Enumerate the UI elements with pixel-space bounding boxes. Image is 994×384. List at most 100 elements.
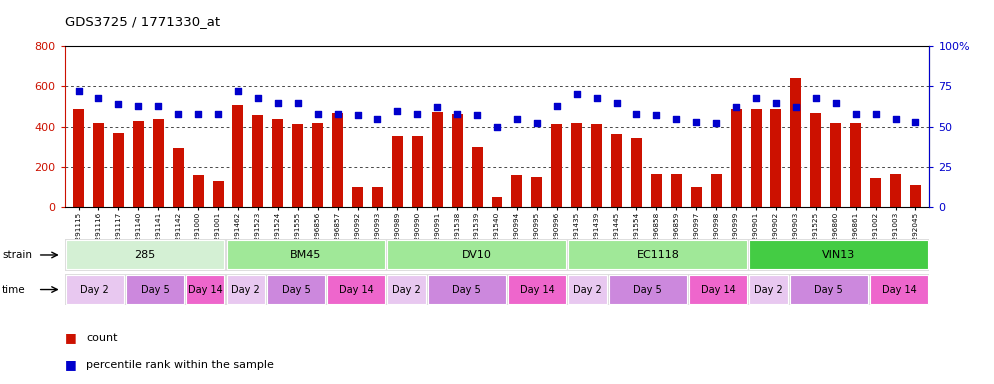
Point [608, 99, 624, 106]
Text: 285: 285 [134, 250, 156, 260]
Bar [312, 123, 323, 207]
Bar [631, 138, 642, 207]
Point [729, 104, 745, 111]
Bar [870, 178, 881, 207]
Point [370, 116, 386, 122]
Point [648, 113, 664, 119]
Point [429, 104, 445, 111]
Bar [810, 113, 821, 207]
Bar [66, 275, 124, 304]
Bar [372, 187, 383, 207]
Point [908, 119, 923, 125]
Bar [388, 275, 425, 304]
Text: count: count [86, 333, 118, 343]
Bar [451, 114, 462, 207]
Bar [611, 134, 622, 207]
Bar [790, 78, 801, 207]
Bar [651, 174, 662, 207]
Bar [890, 174, 901, 207]
Bar [227, 240, 386, 270]
Text: VIN13: VIN13 [822, 250, 856, 260]
Bar [770, 109, 781, 207]
Text: Day 2: Day 2 [574, 285, 602, 295]
Bar [608, 275, 687, 304]
Bar [327, 275, 386, 304]
Text: percentile rank within the sample: percentile rank within the sample [86, 360, 274, 370]
Bar [388, 240, 567, 270]
Point [170, 111, 186, 117]
Bar [213, 181, 224, 207]
Point [469, 113, 485, 119]
Bar [153, 119, 164, 207]
Bar [910, 185, 920, 207]
Bar [332, 113, 343, 207]
Point [130, 103, 146, 109]
Bar [508, 275, 567, 304]
Bar [427, 275, 506, 304]
Bar [572, 123, 582, 207]
Bar [552, 124, 563, 207]
Bar [193, 175, 204, 207]
Text: Day 5: Day 5 [281, 285, 310, 295]
Bar [532, 177, 543, 207]
Bar [186, 275, 225, 304]
Text: Day 14: Day 14 [701, 285, 736, 295]
Bar [850, 123, 861, 207]
Text: Day 5: Day 5 [814, 285, 843, 295]
Bar [66, 240, 225, 270]
Point [71, 88, 86, 94]
Point [390, 108, 406, 114]
Text: strain: strain [2, 250, 32, 260]
Text: Day 14: Day 14 [339, 285, 374, 295]
Text: Day 5: Day 5 [633, 285, 662, 295]
Point [190, 111, 206, 117]
Point [210, 111, 226, 117]
Text: Day 5: Day 5 [452, 285, 481, 295]
Bar [512, 175, 523, 207]
Bar [569, 275, 606, 304]
Point [808, 94, 824, 101]
Point [709, 121, 725, 127]
Text: Day 2: Day 2 [754, 285, 783, 295]
Point [249, 94, 265, 101]
Point [788, 104, 804, 111]
Text: Day 2: Day 2 [232, 285, 260, 295]
Point [230, 88, 246, 94]
Text: Day 14: Day 14 [520, 285, 555, 295]
Point [269, 99, 285, 106]
Bar [750, 109, 761, 207]
Point [410, 111, 425, 117]
Bar [731, 109, 742, 207]
Bar [392, 136, 403, 207]
Point [549, 103, 565, 109]
Bar [266, 275, 325, 304]
Bar [133, 121, 144, 207]
Point [330, 111, 346, 117]
Bar [471, 147, 482, 207]
Bar [113, 133, 124, 207]
Bar [711, 174, 722, 207]
Point [310, 111, 326, 117]
Text: ■: ■ [65, 331, 77, 344]
Bar [74, 109, 84, 207]
Bar [252, 114, 263, 207]
Bar [491, 197, 503, 207]
Bar [272, 119, 283, 207]
Bar [671, 174, 682, 207]
Point [668, 116, 684, 122]
Point [868, 111, 884, 117]
Point [350, 113, 366, 119]
Bar [789, 275, 868, 304]
Point [150, 103, 166, 109]
Bar [749, 275, 787, 304]
Text: EC1118: EC1118 [636, 250, 679, 260]
Point [529, 121, 545, 127]
Bar [292, 124, 303, 207]
Bar [233, 104, 244, 207]
Text: Day 2: Day 2 [81, 285, 109, 295]
Point [748, 94, 764, 101]
Bar [227, 275, 264, 304]
Point [768, 99, 784, 106]
Text: GDS3725 / 1771330_at: GDS3725 / 1771330_at [65, 15, 220, 28]
Bar [431, 112, 442, 207]
